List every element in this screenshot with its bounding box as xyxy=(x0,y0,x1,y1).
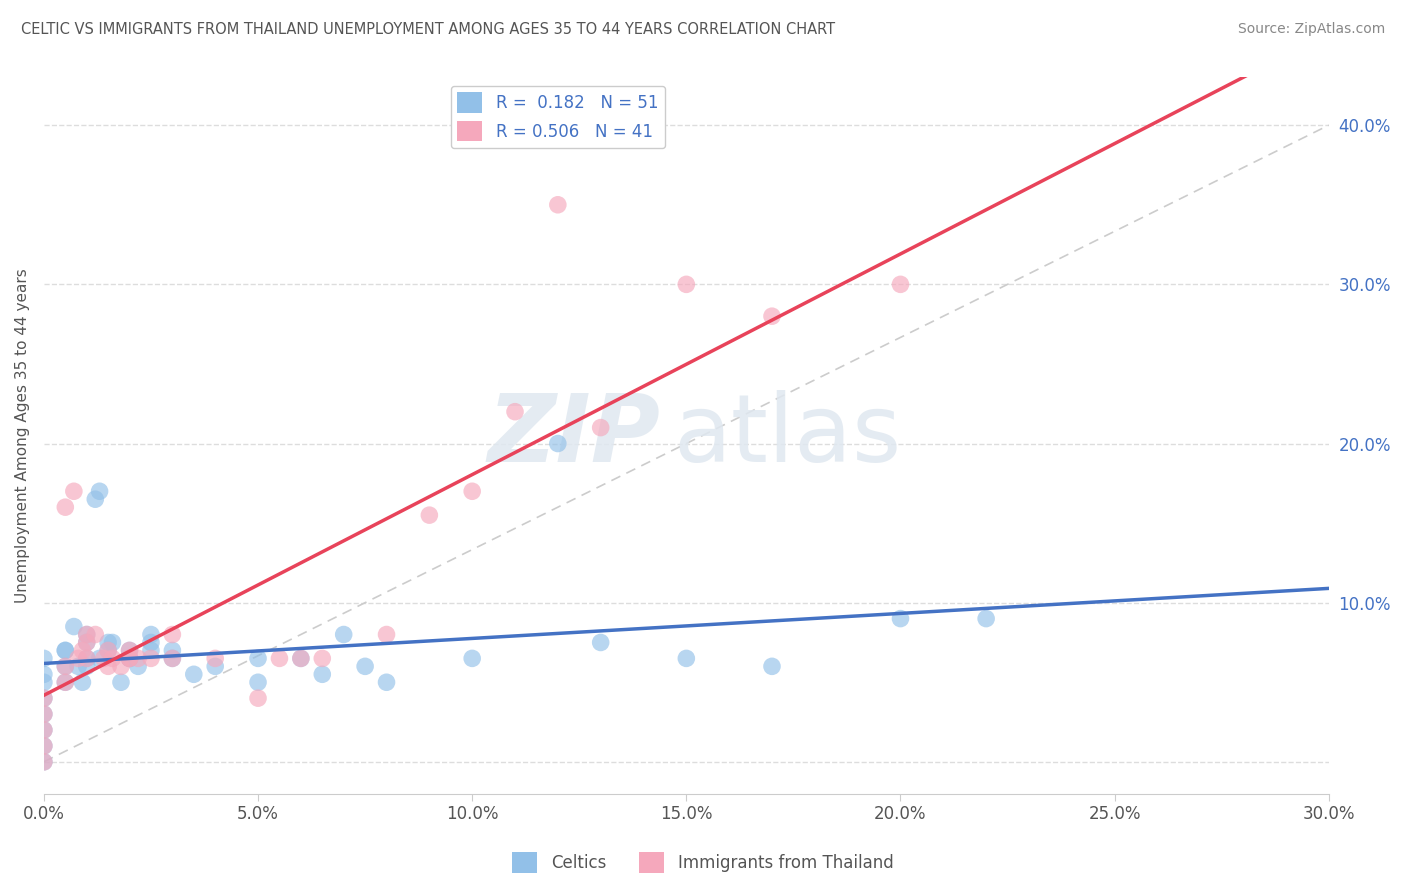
Point xyxy=(118,651,141,665)
Point xyxy=(139,627,162,641)
Point xyxy=(761,659,783,673)
Point xyxy=(63,484,86,499)
Point xyxy=(53,659,76,673)
Point xyxy=(84,627,107,641)
Point xyxy=(139,643,162,657)
Point xyxy=(32,675,55,690)
Point xyxy=(32,707,55,722)
Point xyxy=(32,691,55,706)
Point xyxy=(32,755,55,769)
Point xyxy=(76,635,98,649)
Point xyxy=(76,635,98,649)
Point xyxy=(72,675,94,690)
Text: CELTIC VS IMMIGRANTS FROM THAILAND UNEMPLOYMENT AMONG AGES 35 TO 44 YEARS CORREL: CELTIC VS IMMIGRANTS FROM THAILAND UNEMP… xyxy=(21,22,835,37)
Point xyxy=(101,651,124,665)
Point xyxy=(311,651,333,665)
Point xyxy=(67,651,90,665)
Point xyxy=(76,659,98,673)
Point xyxy=(889,277,911,292)
Point xyxy=(461,651,484,665)
Point xyxy=(118,643,141,657)
Point xyxy=(162,627,184,641)
Point xyxy=(162,651,184,665)
Point xyxy=(247,651,270,665)
Point xyxy=(110,659,132,673)
Text: Source: ZipAtlas.com: Source: ZipAtlas.com xyxy=(1237,22,1385,37)
Point xyxy=(32,691,55,706)
Point xyxy=(53,675,76,690)
Point xyxy=(183,667,205,681)
Point xyxy=(118,651,141,665)
Point xyxy=(76,627,98,641)
Legend: Celtics, Immigrants from Thailand: Celtics, Immigrants from Thailand xyxy=(506,846,900,880)
Point xyxy=(139,651,162,665)
Point xyxy=(204,659,226,673)
Point xyxy=(675,277,697,292)
Point xyxy=(101,635,124,649)
Point xyxy=(110,675,132,690)
Point xyxy=(97,643,120,657)
Point xyxy=(53,643,76,657)
Point xyxy=(53,500,76,515)
Point xyxy=(332,627,354,641)
Point xyxy=(290,651,312,665)
Point xyxy=(32,651,55,665)
Legend: R =  0.182   N = 51, R = 0.506   N = 41: R = 0.182 N = 51, R = 0.506 N = 41 xyxy=(451,86,665,148)
Point xyxy=(418,508,440,523)
Text: atlas: atlas xyxy=(673,390,901,482)
Point xyxy=(118,651,141,665)
Point xyxy=(974,611,997,625)
Point xyxy=(76,651,98,665)
Point xyxy=(589,420,612,434)
Point xyxy=(32,723,55,737)
Point xyxy=(354,659,377,673)
Point xyxy=(127,651,149,665)
Point xyxy=(247,691,270,706)
Point xyxy=(311,667,333,681)
Point xyxy=(162,643,184,657)
Point xyxy=(118,651,141,665)
Point xyxy=(53,675,76,690)
Point xyxy=(375,627,398,641)
Point xyxy=(290,651,312,665)
Point xyxy=(53,643,76,657)
Point xyxy=(32,755,55,769)
Point xyxy=(589,635,612,649)
Point xyxy=(162,651,184,665)
Point xyxy=(97,643,120,657)
Point xyxy=(127,659,149,673)
Y-axis label: Unemployment Among Ages 35 to 44 years: Unemployment Among Ages 35 to 44 years xyxy=(15,268,30,603)
Point xyxy=(118,643,141,657)
Point xyxy=(547,198,569,212)
Point xyxy=(97,635,120,649)
Point xyxy=(32,739,55,753)
Point xyxy=(204,651,226,665)
Point xyxy=(93,651,115,665)
Point xyxy=(269,651,291,665)
Point xyxy=(139,635,162,649)
Point xyxy=(53,659,76,673)
Point xyxy=(89,651,111,665)
Point xyxy=(67,659,90,673)
Point xyxy=(89,484,111,499)
Point xyxy=(247,675,270,690)
Point xyxy=(461,484,484,499)
Point xyxy=(761,309,783,323)
Point xyxy=(76,651,98,665)
Point xyxy=(503,405,526,419)
Point xyxy=(63,619,86,633)
Point xyxy=(84,492,107,507)
Point xyxy=(375,675,398,690)
Point xyxy=(72,643,94,657)
Point xyxy=(32,739,55,753)
Text: ZIP: ZIP xyxy=(488,390,661,482)
Point xyxy=(547,436,569,450)
Point xyxy=(76,627,98,641)
Point xyxy=(32,667,55,681)
Point xyxy=(32,723,55,737)
Point xyxy=(32,707,55,722)
Point xyxy=(675,651,697,665)
Point xyxy=(889,611,911,625)
Point xyxy=(97,659,120,673)
